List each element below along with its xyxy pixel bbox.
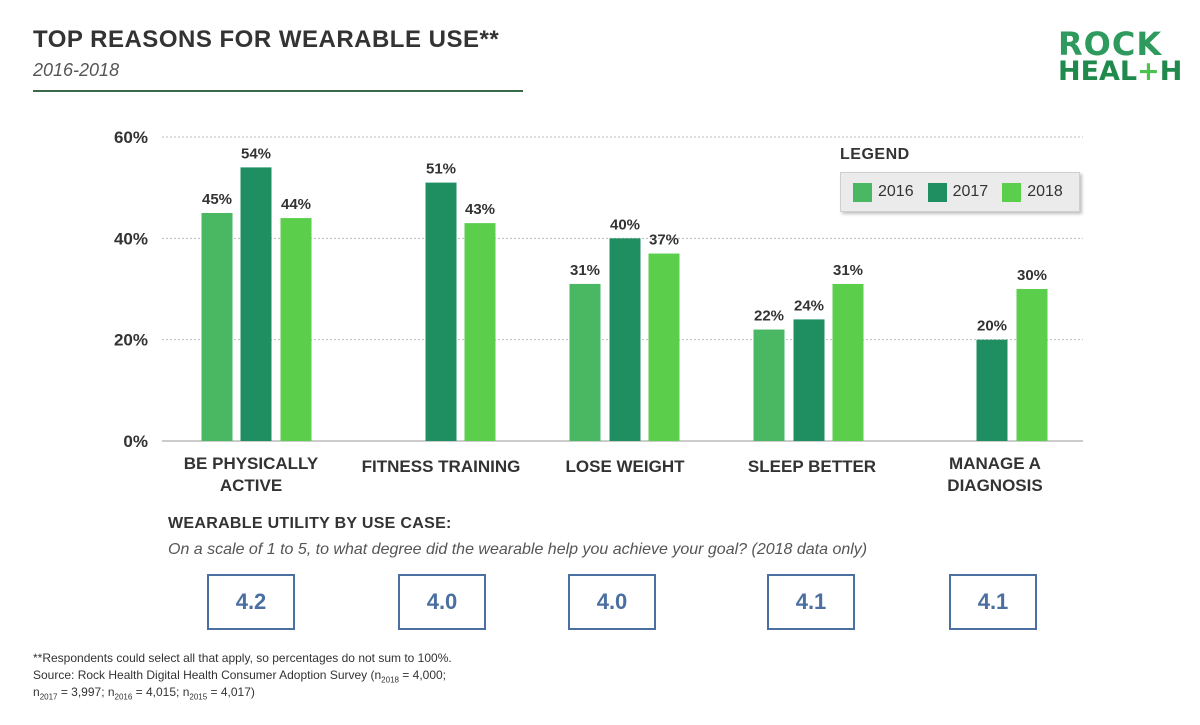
bar-value-label: 30% [1017,267,1047,284]
bar-2017-cat3 [793,319,825,441]
category-label: MANAGE A [949,454,1041,473]
n2016-sub: 2016 [114,692,133,702]
bar-value-label: 40% [610,216,640,233]
y-tick-label: 60% [114,128,148,147]
footnote-sample-sizes: n2017 = 3,997; n2016 = 4,015; n2015 = 4,… [33,684,553,701]
footnote: **Respondents could select all that appl… [33,650,553,701]
category-label: FITNESS TRAINING [362,457,521,476]
bar-chart: 0% 20% 40% 60% 45% 31% 22% 54% 51% 40% 24% 20% 44% 43… [114,128,1083,495]
y-tick-label: 0% [123,432,148,451]
logo-line-2: HEAL+H [1058,58,1182,85]
utility-question: On a scale of 1 to 5, to what degree did… [168,541,868,558]
bar-2018-cat3 [832,283,864,441]
legend-label-2016: 2016 [878,183,914,200]
n2017-prefix: n [33,685,40,699]
category-label: DIAGNOSIS [947,476,1042,495]
utility-score-fitness-training: 4.0 [398,574,486,630]
bar-value-label: 20% [977,318,1007,335]
legend-label-2018: 2018 [1027,183,1063,200]
footnote-source: Source: Rock Health Digital Health Consu… [33,667,553,684]
n2018-value: = 4,000; [398,668,447,682]
bar-value-label: 43% [465,201,495,218]
bar-value-label: 45% [202,191,232,208]
legend: 2016 2017 2018 [840,172,1080,212]
category-label: BE PHYSICALLY [184,454,319,473]
utility-score-sleep-better: 4.1 [767,574,855,630]
legend-title: LEGEND [840,146,910,163]
bar-value-label: 31% [833,262,863,279]
logo-h-text: H [1159,56,1183,87]
bar-2017-cat1 [425,182,457,441]
bar-2018-cat2 [648,253,680,441]
legend-swatch-2017 [927,182,947,202]
n2017-sub: 2017 [39,692,58,702]
category-label: SLEEP BETTER [748,457,876,476]
utility-score-lose-weight: 4.0 [568,574,656,630]
bar-2016-cat2 [569,283,601,441]
legend-swatch-2016 [853,182,872,202]
bar-value-label: 54% [241,145,271,162]
bar-value-label: 37% [649,232,679,249]
chart-subtitle: 2016-2018 [33,60,120,80]
category-label: LOSE WEIGHT [566,457,686,476]
title-underline [33,90,523,92]
bar-value-label: 51% [426,161,456,178]
n2015-value: = 4,017) [207,685,255,699]
utility-score-manage-diagnosis: 4.1 [949,574,1037,630]
utility-score-physically-active: 4.2 [207,574,295,630]
logo-line-1: ROCK [1058,25,1163,63]
chart-title: TOP REASONS FOR WEARABLE USE** [33,26,500,53]
bar-2016-cat3 [753,329,785,441]
legend-item-2016: 2016 [853,182,914,202]
bar-2018-cat4 [1016,289,1048,441]
y-tick-label: 40% [114,229,148,248]
legend-label-2017: 2017 [952,183,989,200]
footnote-note: **Respondents could select all that appl… [33,651,452,665]
bar-2017-cat0 [240,167,272,441]
y-tick-label: 20% [114,331,148,350]
n2016-value: = 4,015; n [132,685,190,699]
n2018-sub: 2018 [381,675,399,685]
bar-2018-cat1 [464,223,496,441]
bar-2016-cat0 [201,213,233,441]
legend-swatch-2018 [1002,182,1022,202]
legend-item-2018: 2018 [1002,182,1063,202]
n2015-sub: 2015 [189,692,208,702]
bar-2017-cat4 [976,339,1008,441]
legend-item-2017: 2017 [927,182,989,202]
utility-heading: WEARABLE UTILITY BY USE CASE: [168,515,452,532]
bar-2018-cat0 [280,218,312,441]
category-label: ACTIVE [220,476,282,495]
logo-plus-icon: + [1137,56,1160,87]
bar-2017-cat2 [609,238,641,441]
rock-health-logo: ROCK HEAL+H [1058,25,1182,86]
bar-value-label: 24% [794,297,824,314]
bar-value-label: 44% [281,196,311,213]
source-text: Source: Rock Health Digital Health Consu… [33,668,382,682]
bar-value-label: 22% [754,308,784,325]
logo-heal-text: HEAL [1058,56,1138,87]
bar-value-label: 31% [570,262,600,279]
n2017-value: = 3,997; n [57,685,115,699]
